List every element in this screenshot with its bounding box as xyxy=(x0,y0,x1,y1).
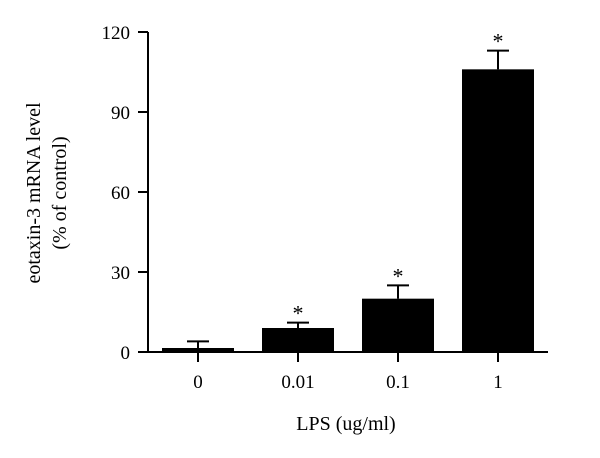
y-tick-label: 60 xyxy=(111,183,130,204)
y-tick-label: 30 xyxy=(111,263,130,284)
x-tick-label: 1 xyxy=(493,372,503,393)
y-tick-label: 120 xyxy=(102,23,131,44)
bars: * * * xyxy=(162,29,534,352)
x-tick-label: 0.1 xyxy=(386,372,410,393)
x-axis-title: LPS (ug/ml) xyxy=(296,413,395,435)
y-axis-title-line-1: eotaxin-3 mRNA level xyxy=(23,102,45,284)
bar xyxy=(162,348,234,352)
x-tick-label: 0.01 xyxy=(281,372,314,393)
significance-marker: * xyxy=(393,263,404,288)
x-axis: 0 0.01 0.1 1 xyxy=(148,351,548,393)
bar xyxy=(462,69,534,352)
significance-marker: * xyxy=(293,301,304,326)
y-axis: 0 30 60 90 120 xyxy=(102,23,149,364)
axis-labels: eotaxin-3 mRNA level (% of control) LPS … xyxy=(23,102,396,435)
y-axis-title-line-2: (% of control) xyxy=(49,136,71,249)
y-tick-label: 0 xyxy=(121,343,131,364)
y-tick-label: 90 xyxy=(111,103,130,124)
bar xyxy=(362,298,434,352)
x-tick-label: 0 xyxy=(193,372,203,393)
bar xyxy=(262,328,334,352)
significance-marker: * xyxy=(493,29,504,54)
